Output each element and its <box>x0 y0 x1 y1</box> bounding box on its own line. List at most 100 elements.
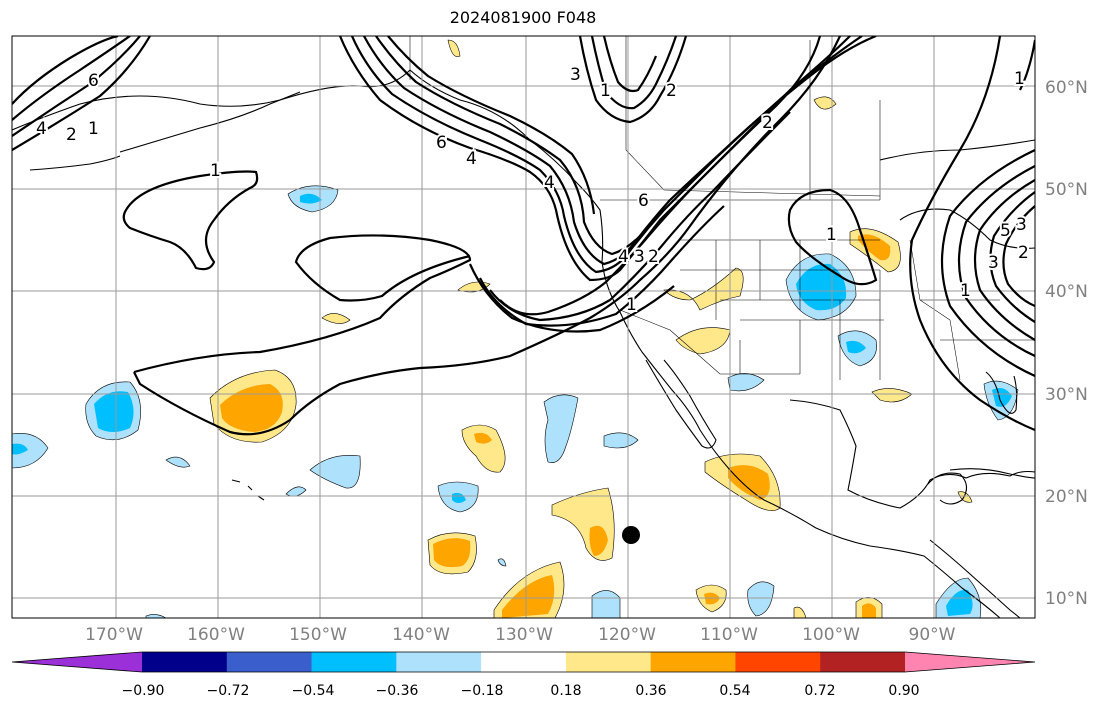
contour-label: 4 <box>466 149 477 169</box>
positive-anomaly-2 <box>461 424 506 473</box>
baja-california <box>645 359 717 449</box>
colorbar-segment <box>481 652 567 672</box>
anomaly-fills <box>12 39 1019 618</box>
contour-alaska-2 <box>12 36 141 137</box>
contour-lines <box>12 36 1035 436</box>
contour-right-2 <box>973 179 1035 341</box>
yucatan <box>927 472 968 505</box>
negative-anomaly-2 <box>12 433 49 469</box>
contour-alaska-1 <box>12 36 131 121</box>
florida <box>985 371 1018 414</box>
lat-label: 10°N <box>1045 589 1088 609</box>
contour-top-right <box>1019 39 1035 91</box>
colorbar <box>11 651 1036 673</box>
contour-label: 2 <box>762 113 773 133</box>
colorbar-tick: −0.54 <box>291 683 335 699</box>
contour-north-3 <box>363 36 877 266</box>
map-plot-area: 1 1 2 4 6 1 2 3 4 6 1 2 3 4 6 1 2 3 5 1 … <box>12 36 1035 618</box>
contour-wave-2 <box>489 111 791 322</box>
lat-label: 50°N <box>1045 180 1088 200</box>
contour-right-5 <box>957 165 1035 357</box>
colorbar-tick: 0.72 <box>804 683 836 699</box>
positive-anomaly-14 <box>447 39 461 57</box>
contour-label: 1 <box>88 119 99 139</box>
positive-anomaly-1-core <box>220 384 283 432</box>
negative-anomaly-9 <box>603 432 639 449</box>
graticule <box>12 36 1035 618</box>
contour-label: 4 <box>544 173 555 193</box>
contour-label: 1 <box>1014 69 1025 89</box>
contour-label: 6 <box>638 191 649 211</box>
gulf-coast <box>789 399 1035 509</box>
contour-north-4 <box>375 36 641 256</box>
lon-label: 150°W <box>289 625 347 645</box>
contour-label: 3 <box>570 65 581 85</box>
contour-closed-2 <box>787 188 878 286</box>
negative-anomaly-10 <box>591 590 621 618</box>
contour-label: 2 <box>66 125 77 145</box>
negative-anomaly-5 <box>165 456 191 468</box>
colorbar-segment <box>650 652 736 672</box>
lon-label: 140°W <box>392 625 450 645</box>
aleutians <box>29 155 121 171</box>
contour-right-6 <box>940 149 1035 378</box>
negative-anomaly-14 <box>747 581 775 617</box>
contour-label: 3 <box>634 247 645 267</box>
great-lakes <box>899 208 1035 249</box>
lon-label: 110°W <box>700 625 758 645</box>
lon-label: 120°W <box>598 625 656 645</box>
alaska-peninsula <box>119 91 301 153</box>
lat-label: 60°N <box>1045 78 1088 98</box>
contour-right-1 <box>909 36 1035 432</box>
central-america <box>929 539 1021 618</box>
contour-label: 1 <box>600 81 611 101</box>
hawaii <box>231 479 265 501</box>
contour-right-4 <box>1002 205 1035 308</box>
lat-label: 20°N <box>1045 487 1088 507</box>
contour-wave-1 <box>499 36 822 316</box>
colorbar-segment <box>735 652 821 672</box>
contour-label: 2 <box>666 81 677 101</box>
contour-north-6 <box>578 36 688 124</box>
colorbar-segment <box>142 652 228 672</box>
coastlines <box>12 69 1035 618</box>
colorbar-segment <box>311 652 397 672</box>
contour-label: 2 <box>648 247 659 267</box>
lon-label: 130°W <box>495 625 553 645</box>
positive-anomaly-18 <box>793 606 807 618</box>
colorbar-segment <box>820 652 906 672</box>
colorbar-tick: −0.90 <box>121 683 165 699</box>
colorbar-tick: 0.18 <box>550 683 582 699</box>
contour-label: 4 <box>618 247 629 267</box>
contour-label: 1 <box>826 225 837 245</box>
map-frame <box>11 35 1036 619</box>
colorbar-segment <box>565 652 652 672</box>
contour-label: 1 <box>960 281 971 301</box>
contour-label: 1 <box>626 295 637 315</box>
colorbar-tick: 0.90 <box>888 683 920 699</box>
contour-north-8 <box>602 36 658 93</box>
contour-alaska-3 <box>12 36 151 151</box>
lon-label: 170°W <box>85 625 143 645</box>
lon-label: 100°W <box>802 625 860 645</box>
contour-label: 3 <box>1016 215 1027 235</box>
positive-anomaly-15 <box>813 96 837 110</box>
contour-label: 4 <box>36 119 47 139</box>
lat-label: 30°N <box>1045 385 1088 405</box>
colorbar-outline <box>11 651 1036 673</box>
negative-anomaly-8 <box>543 394 579 463</box>
contour-wave-4 <box>468 263 675 333</box>
positive-anomaly-12 <box>321 313 351 324</box>
colorbar-tick: −0.36 <box>375 683 419 699</box>
colorbar-tick: −0.18 <box>460 683 504 699</box>
colorbar-segment <box>226 652 313 672</box>
contour-labels: 1 1 2 4 6 1 2 3 4 6 1 2 3 4 6 1 2 3 5 1 … <box>34 63 1031 317</box>
contour-north-5 <box>387 36 596 215</box>
colorbar-tick: 0.36 <box>635 683 667 699</box>
contour-north-7 <box>590 36 678 110</box>
lat-label: 40°N <box>1045 282 1088 302</box>
colorbar-extend-min <box>12 652 142 672</box>
lon-label: 160°W <box>187 625 245 645</box>
negative-anomaly-17 <box>145 614 167 618</box>
